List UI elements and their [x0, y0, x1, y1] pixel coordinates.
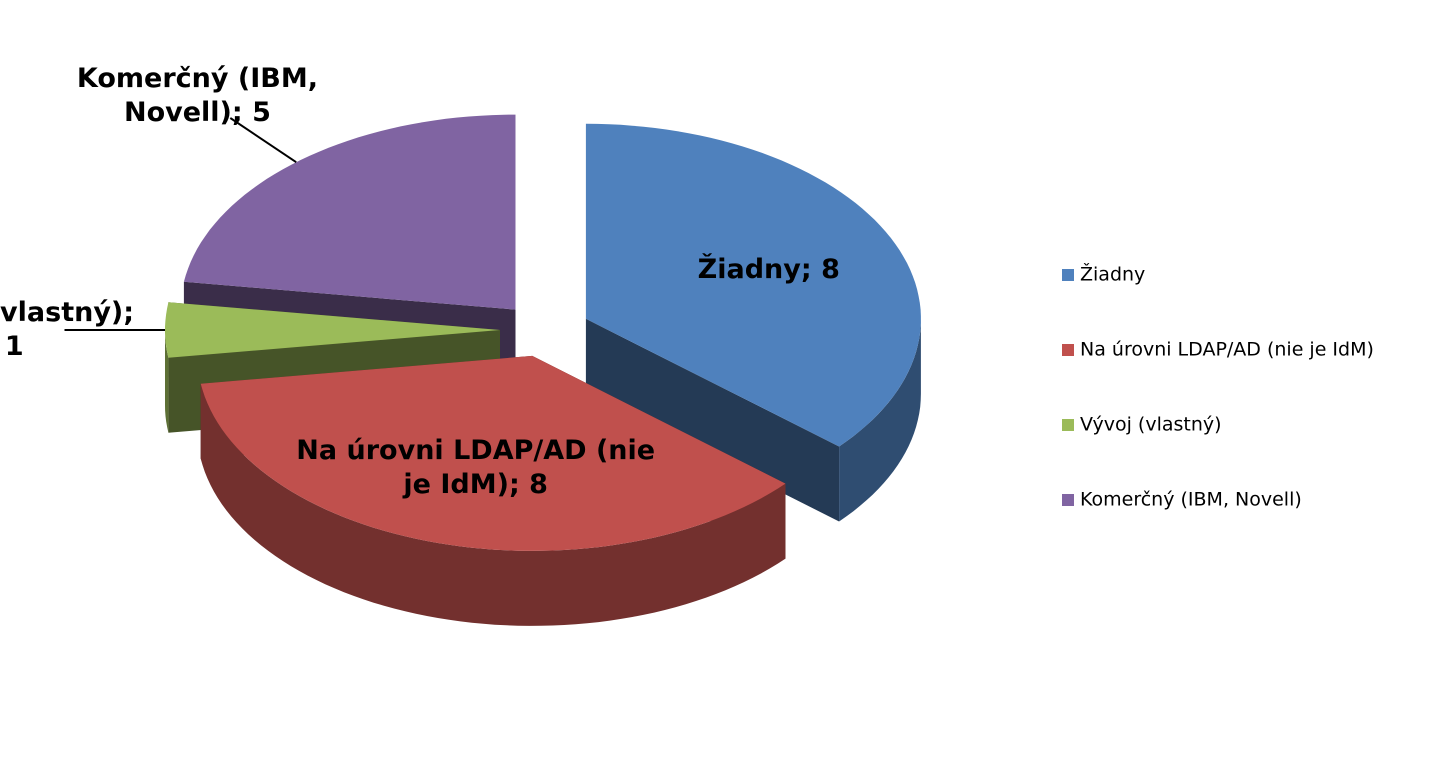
slice-side — [200, 383, 786, 626]
slice-side — [839, 318, 921, 522]
legend-swatch — [1062, 419, 1074, 431]
slice-wall — [585, 318, 840, 522]
leader-line — [229, 117, 297, 164]
legend-label: Vývoj (vlastný) — [1080, 414, 1222, 436]
data-label: Žiadny; 8 — [698, 253, 840, 285]
slice-side — [165, 330, 169, 433]
data-label: Na úrovni LDAP/AD (nie je IdM); 8 — [296, 435, 655, 500]
legend-swatch — [1062, 494, 1074, 506]
legend-swatch — [1062, 344, 1074, 356]
slice — [200, 355, 786, 551]
legend-label: Komerčný (IBM, Novell) — [1080, 489, 1302, 511]
data-label: Vývoj (vlastný);1 — [0, 297, 134, 362]
slice — [183, 114, 516, 310]
data-label: Komerčný (IBM, Novell); 5 — [77, 62, 318, 127]
legend-label: Na úrovni LDAP/AD (nie je IdM) — [1080, 339, 1374, 361]
slice — [165, 302, 500, 358]
legend-label: Žiadny — [1080, 263, 1145, 286]
slice — [585, 123, 921, 447]
legend-swatch — [1062, 269, 1074, 281]
